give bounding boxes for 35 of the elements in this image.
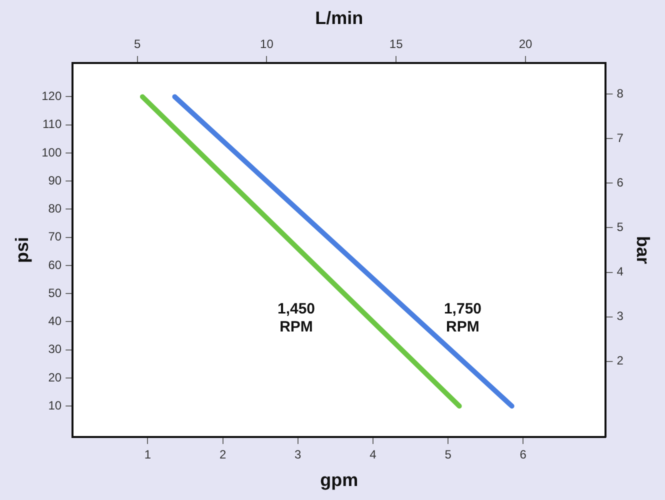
x2-axis-title: L/min bbox=[315, 8, 364, 28]
x-tick-label: 4 bbox=[370, 448, 377, 462]
x2-tick-label: 5 bbox=[134, 37, 141, 52]
y2-axis-title: bar bbox=[633, 236, 654, 264]
x-tick-label: 2 bbox=[219, 448, 226, 462]
y2-tick-label: 3 bbox=[616, 309, 624, 324]
y-tick-label: 90 bbox=[48, 173, 62, 188]
y-tick-label: 60 bbox=[48, 258, 62, 272]
y2-tick-label: 6 bbox=[616, 176, 624, 190]
x2-tick-label: 15 bbox=[389, 37, 404, 52]
y-tick-label: 80 bbox=[48, 202, 62, 216]
y-axis-title: psi bbox=[12, 236, 32, 264]
series-label: 1,750 RPM bbox=[444, 300, 482, 336]
y-tick-label: 10 bbox=[48, 398, 62, 412]
y-tick-label: 30 bbox=[48, 342, 62, 356]
x2-tick-label: 20 bbox=[518, 37, 532, 52]
y2-tick-label: 7 bbox=[616, 131, 624, 146]
y2-tick-label: 2 bbox=[616, 354, 624, 368]
y-tick-label: 50 bbox=[48, 286, 62, 300]
x-tick-label: 5 bbox=[444, 448, 452, 462]
y-tick-label: 40 bbox=[48, 314, 62, 328]
y-tick-label: 70 bbox=[48, 230, 62, 244]
y2-tick-label: 8 bbox=[616, 86, 624, 100]
series-label: 1,450 RPM bbox=[277, 300, 316, 336]
y-tick-label: 110 bbox=[42, 117, 62, 132]
y-tick-label: 100 bbox=[42, 145, 62, 160]
x-tick-label: 6 bbox=[520, 448, 527, 462]
y-tick-label: 20 bbox=[48, 370, 62, 384]
y2-tick-label: 5 bbox=[616, 220, 624, 234]
x-axis-title: gpm bbox=[320, 470, 358, 490]
y2-tick-label: 4 bbox=[616, 264, 624, 279]
x-tick-label: 1 bbox=[144, 448, 152, 462]
x-tick-label: 3 bbox=[294, 448, 302, 462]
y-tick-label: 120 bbox=[42, 89, 62, 104]
x2-tick-label: 10 bbox=[260, 37, 274, 52]
